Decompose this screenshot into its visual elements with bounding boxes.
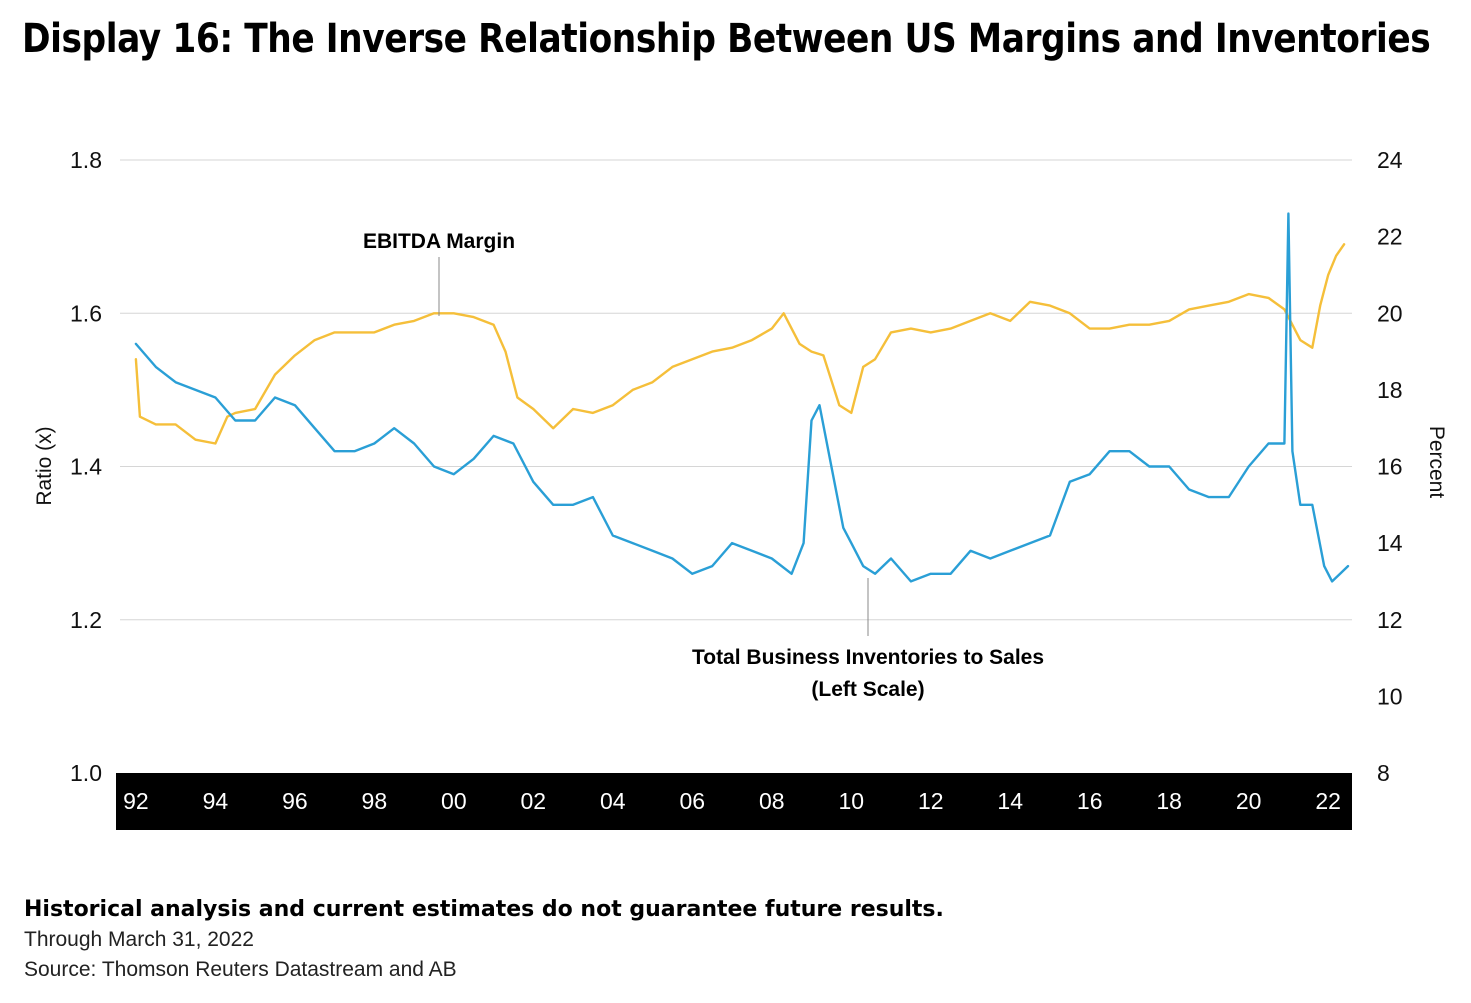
x-tick-label: 08: [759, 788, 785, 814]
right-tick-label: 20: [1377, 300, 1403, 326]
right-tick-label: 24: [1377, 147, 1403, 173]
left-tick-label: 1.8: [70, 147, 102, 173]
x-tick-label: 10: [838, 788, 864, 814]
inventories-annotation-line1: Total Business Inventories to Sales: [692, 646, 1044, 669]
x-tick-label: 04: [600, 788, 626, 814]
x-tick-label: 22: [1315, 788, 1341, 814]
x-tick-label: 98: [362, 788, 388, 814]
x-tick-label: 00: [441, 788, 467, 814]
left-tick-label: 1.2: [70, 607, 102, 633]
disclaimer: Historical analysis and current estimate…: [24, 897, 944, 922]
x-tick-label: 02: [521, 788, 547, 814]
ebitda-annotation: EBITDA Margin: [363, 230, 515, 253]
chart: 92 94 96 98 00 02 04 06 08 10 12 14 16 18 20 22 1.01.21…: [33, 147, 1448, 830]
right-tick-label: 14: [1377, 530, 1403, 556]
left-tick-label: 1.0: [70, 760, 102, 786]
source-note: Source: Thomson Reuters Datastream and A…: [24, 958, 457, 981]
right-tick-labels: 8 10 12 14 16 18 20 22 24: [1377, 147, 1403, 786]
x-tick-label: 14: [997, 788, 1023, 814]
right-tick-label: 12: [1377, 607, 1403, 633]
x-tick-label: 94: [203, 788, 229, 814]
x-tick-label: 16: [1077, 788, 1103, 814]
x-tick-label: 20: [1236, 788, 1262, 814]
left-tick-label: 1.4: [70, 454, 102, 480]
ebitda-series-line: [134, 243, 1346, 445]
through-date: Through March 31, 2022: [24, 928, 254, 951]
inventories-annotation-line2: (Left Scale): [811, 678, 924, 701]
right-tick-label: 8: [1377, 760, 1390, 786]
x-tick-label: 06: [679, 788, 705, 814]
right-tick-label: 16: [1377, 454, 1403, 480]
x-tick-label: 12: [918, 788, 944, 814]
right-tick-label: 22: [1377, 224, 1403, 250]
x-tick-label: 18: [1156, 788, 1182, 814]
series-lines: [134, 212, 1350, 583]
x-axis-band: [116, 773, 1352, 830]
left-tick-labels: 1.0 1.2 1.4 1.6 1.8: [70, 147, 102, 786]
chart-title: Display 16: The Inverse Relationship Bet…: [22, 16, 1431, 62]
right-axis-label: Percent: [1425, 426, 1448, 499]
left-tick-label: 1.6: [70, 300, 102, 326]
x-tick-label: 96: [282, 788, 308, 814]
left-axis-label: Ratio (x): [33, 426, 56, 505]
inventories-series-line: [134, 212, 1350, 583]
right-tick-label: 10: [1377, 683, 1403, 709]
x-tick-label: 92: [123, 788, 149, 814]
footer: Historical analysis and current estimate…: [24, 897, 944, 982]
right-tick-label: 18: [1377, 377, 1403, 403]
x-tick-labels: 92 94 96 98 00 02 04 06 08 10 12 14 16 18 20 22: [123, 788, 1341, 814]
gridlines: [120, 159, 1352, 621]
